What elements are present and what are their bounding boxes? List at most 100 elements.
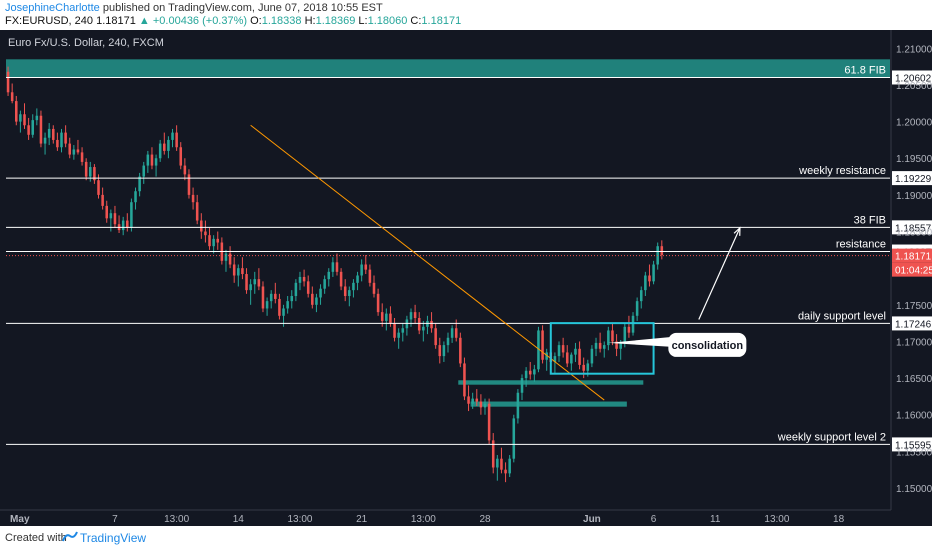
candle-down — [97, 180, 100, 195]
zone-0 — [6, 59, 890, 78]
candle-down — [459, 337, 462, 364]
candle-up — [142, 165, 146, 177]
candle-up — [323, 279, 326, 289]
tradingview-brand[interactable]: TradingView — [80, 531, 147, 545]
candle-up — [446, 337, 450, 346]
chart-area[interactable]: 61.8 FIB weekly resistance 38 FIB resistanc… — [0, 30, 932, 526]
candle-up — [360, 264, 363, 276]
symbol-line: FX:EURUSD, 240 1.18171 — [5, 15, 136, 27]
candle-down — [93, 167, 96, 181]
price-tag-bg — [892, 437, 932, 452]
x-tick-label: 13:00 — [411, 514, 436, 525]
x-tick-label: 21 — [356, 514, 368, 525]
candle-up — [401, 328, 405, 333]
candle-down — [39, 115, 43, 144]
candle-up — [146, 154, 150, 166]
symbol-info: FX:EURUSD, 240 1.18171 ▲ +0.00436 (+0.37… — [5, 15, 461, 27]
candle-down — [150, 154, 154, 166]
x-tick-label: 13:00 — [287, 514, 312, 525]
candle-down — [380, 312, 384, 321]
candle-down — [80, 152, 84, 162]
candle-down — [208, 235, 211, 247]
candle-down — [261, 286, 265, 309]
chart-title: Euro Fx/U.S. Dollar, 240, FXCM — [8, 37, 164, 49]
candle-down — [475, 398, 479, 402]
callout-pointer — [608, 336, 673, 347]
countdown-tag: 01:04:25 — [895, 266, 932, 277]
arrow-head — [733, 226, 741, 236]
candle-down — [660, 246, 664, 255]
candle-up — [557, 345, 561, 357]
candle-down — [191, 194, 195, 203]
candle-down — [306, 281, 310, 294]
candle-down — [372, 282, 376, 294]
candle-up — [512, 418, 516, 459]
price-tag: 1.17246 — [895, 319, 932, 330]
created-with-text: Created with — [5, 532, 67, 544]
high-label: H: — [304, 15, 316, 27]
level-label: weekly resistance — [798, 165, 886, 177]
candle-down — [528, 370, 532, 375]
candle-down — [565, 352, 569, 364]
candle-up — [586, 363, 590, 371]
candle-up — [450, 328, 454, 338]
candle-up — [422, 326, 425, 331]
candle-down — [504, 469, 507, 474]
author-link[interactable]: JosephineCharlotte — [5, 2, 100, 14]
callout-text: consolidation — [672, 340, 744, 352]
price-tag: 1.18557 — [895, 223, 932, 234]
candle-down — [541, 330, 544, 360]
close-label: C: — [410, 15, 422, 27]
price-tag: 1.19229 — [895, 174, 932, 185]
candle-up — [483, 403, 487, 408]
candle-down — [56, 139, 59, 148]
y-tick-label: 1.17500 — [896, 301, 932, 312]
candle-down — [389, 313, 392, 324]
price-tag-bg — [892, 70, 932, 85]
candle-up — [315, 297, 318, 305]
candle-down — [232, 264, 236, 276]
candle-up — [533, 369, 536, 375]
candle-down — [241, 268, 244, 275]
y-tick-label: 1.20500 — [896, 81, 932, 92]
candle-down — [179, 147, 183, 166]
candle-down — [413, 312, 417, 318]
low-label: L: — [358, 15, 368, 27]
candle-up — [269, 293, 273, 302]
candle-up — [249, 284, 252, 291]
candle-down — [434, 328, 437, 346]
candle-up — [442, 345, 446, 357]
candle-down — [6, 71, 10, 93]
level-label: 61.8 FIB — [844, 64, 886, 76]
level-label: 38 FIB — [854, 214, 886, 226]
candle-down — [126, 220, 129, 228]
open-label: O: — [250, 15, 262, 27]
level-label: resistance — [836, 239, 886, 251]
candle-down — [200, 220, 203, 232]
y-tick-label: 1.20000 — [896, 118, 932, 129]
y-tick-label: 1.15500 — [896, 447, 932, 458]
candle-up — [109, 213, 113, 219]
candle-down — [578, 348, 581, 365]
candle-down — [183, 165, 187, 175]
published-text: published on TradingView.com, June 07, 2… — [102, 2, 383, 14]
tradingview-logo-icon — [62, 531, 78, 542]
candle-up — [60, 132, 63, 148]
close-value: 1.18171 — [421, 15, 462, 27]
zone-1 — [458, 380, 644, 385]
countdown-tag-bg — [892, 262, 932, 277]
x-tick-label: Jun — [583, 514, 601, 525]
y-tick-label: 1.15000 — [896, 484, 932, 495]
candle-up — [265, 301, 269, 309]
candle-down — [175, 132, 178, 148]
candlestick-chart[interactable]: 61.8 FIB weekly resistance 38 FIB resistanc… — [0, 30, 932, 526]
projection-arrow — [698, 227, 741, 320]
x-tick-label: 14 — [233, 514, 245, 525]
y-tick-label: 1.19500 — [896, 154, 932, 165]
candle-up — [89, 167, 92, 177]
candle-down — [274, 293, 277, 299]
change-value: ▲ +0.00436 (+0.37%) — [138, 15, 248, 27]
candle-up — [72, 149, 76, 155]
candle-down — [27, 125, 30, 135]
candle-up — [471, 398, 474, 404]
